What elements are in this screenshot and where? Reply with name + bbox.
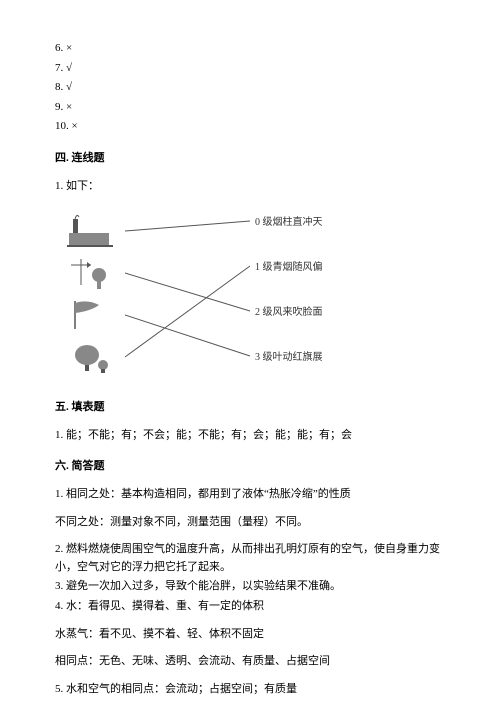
section5-title: 五. 填表题 (55, 399, 445, 417)
flag-icon (65, 297, 115, 333)
tf-answer: 6. × (55, 40, 445, 58)
tree-icon (65, 339, 115, 375)
section6-item: 水蒸气：看不见、摸不着、轻、体积不固定 (55, 626, 445, 644)
matching-label: 2 级风来吹脸面 (255, 305, 323, 321)
true-false-answers: 6. × 7. √8. √ 9. ×10. × (55, 40, 445, 136)
weathervane-icon (65, 255, 115, 291)
matching-label: 0 级烟柱直冲天 (255, 215, 323, 231)
section6-item: 4. 水：看得见、摸得着、重、有一定的体积 (55, 598, 445, 616)
section6-title: 六. 简答题 (55, 458, 445, 476)
section6-item: 3. 避免一次加入过多，导致个能冶胖，以实验结果不准确。 (55, 578, 445, 596)
tf-answer: 9. × (55, 99, 445, 117)
tf-answer: 10. × (55, 118, 445, 136)
section6-item: 不同之处：测量对象不同，测量范围（量程）不同。 (55, 514, 445, 532)
section4-title: 四. 连线题 (55, 150, 445, 168)
tf-answer: 7. √ (55, 60, 445, 78)
matching-label: 3 级叶动红旗展 (255, 350, 323, 366)
matching-diagram: 0 级烟柱直冲天 1 级青烟随风偏 2 级风来吹脸面 3 级叶动红旗展 (55, 205, 375, 385)
section6-item: 2. 燃料燃烧使周围空气的温度升高，从而排出孔明灯原有的空气，使自身重力变小，空… (55, 541, 445, 576)
matching-label: 1 级青烟随风偏 (255, 260, 323, 276)
factory-icon (65, 213, 115, 249)
section6-item: 5. 水和空气的相同点：会流动；占据空间；有质量 (55, 681, 445, 699)
section6-answers: 1. 相同之处：基本构造相同，都用到了液体“热胀冷缩”的性质不同之处：测量对象不… (55, 486, 445, 698)
section6-item: 1. 相同之处：基本构造相同，都用到了液体“热胀冷缩”的性质 (55, 486, 445, 504)
section4-q1: 1. 如下： (55, 178, 445, 196)
tf-answer: 8. √ (55, 79, 445, 97)
section6-item: 相同点：无色、无味、透明、会流动、有质量、占据空间 (55, 653, 445, 671)
section5-a1: 1. 能；不能；有；不会；能；不能；有；会；能；能；有；会 (55, 427, 445, 445)
